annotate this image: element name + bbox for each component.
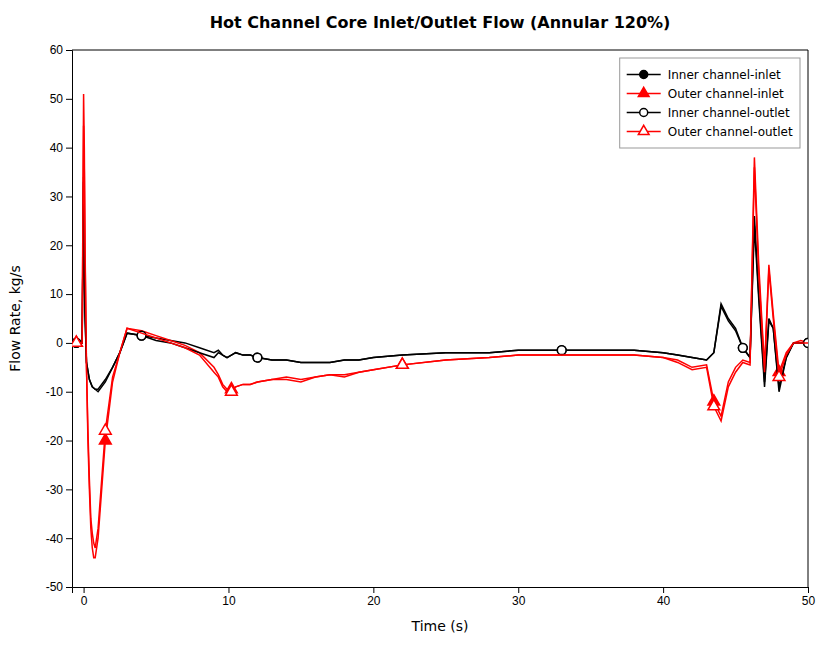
tick-label: 30 xyxy=(512,594,526,608)
tick-mark xyxy=(66,148,72,149)
tick: 50 xyxy=(50,92,72,106)
marker xyxy=(72,336,82,346)
legend-label: Outer channel-inlet xyxy=(668,87,784,101)
legend-item: Inner channel-outlet xyxy=(627,106,790,120)
tick-mark xyxy=(66,245,72,246)
tick-label: 30 xyxy=(50,190,64,204)
tick: 30 xyxy=(50,190,72,204)
tick: -30 xyxy=(46,483,72,497)
tick-label: 0 xyxy=(56,336,63,350)
axis-line xyxy=(73,588,809,594)
marker xyxy=(708,400,720,410)
tick-mark xyxy=(66,392,72,393)
tick: 10 xyxy=(222,587,236,608)
tick: 50 xyxy=(802,587,816,608)
tick: 40 xyxy=(50,141,72,155)
tick-mark xyxy=(228,587,229,593)
legend: Inner channel-inlet Outer channel-inlet In… xyxy=(620,58,800,148)
tick-mark xyxy=(518,587,519,593)
data-layer xyxy=(72,94,808,558)
tick-label: 0 xyxy=(81,594,88,608)
tick-label: -30 xyxy=(46,483,64,497)
series-line xyxy=(76,126,808,548)
tick-mark xyxy=(66,587,72,588)
tick: -20 xyxy=(46,434,72,448)
tick-label: -10 xyxy=(46,385,64,399)
y-axis: -50 -40 -30 -20 -10 0 10 20 30 40 50 60 xyxy=(46,43,73,594)
title: Hot Channel Core Inlet/Outlet Flow (Annu… xyxy=(210,13,671,32)
tick: 20 xyxy=(50,239,72,253)
tick-mark xyxy=(66,538,72,539)
tick: 0 xyxy=(56,336,72,350)
tick-mark xyxy=(663,587,664,593)
tick-mark xyxy=(66,294,72,295)
x-axis-title: Time (s) xyxy=(411,618,469,634)
legend-marker xyxy=(638,87,649,96)
tick: 20 xyxy=(367,587,381,608)
marker xyxy=(253,353,262,362)
x-axis: 0 10 20 30 40 50 xyxy=(73,587,816,608)
tick-mark xyxy=(84,587,85,593)
marker xyxy=(253,353,262,362)
tick: 40 xyxy=(657,587,671,608)
marker xyxy=(225,385,237,395)
legend-label: Inner channel-inlet xyxy=(668,68,781,82)
marker xyxy=(738,343,747,352)
legend-label: Inner channel-outlet xyxy=(668,106,790,120)
tick-label: 60 xyxy=(50,43,64,57)
chart: 0 10 20 30 40 50 -50 -40 -30 -20 -10 0 10 20 30 40 50 60 I… xyxy=(0,0,832,647)
tick-label: 50 xyxy=(50,92,64,106)
tick: 60 xyxy=(50,43,72,57)
tick-label: -20 xyxy=(46,434,64,448)
series-line xyxy=(76,94,808,558)
tick: -40 xyxy=(46,532,72,546)
tick-mark xyxy=(66,99,72,100)
tick: 30 xyxy=(512,587,526,608)
frame-line xyxy=(808,50,809,587)
marker xyxy=(72,336,82,346)
legend-marker xyxy=(640,109,648,117)
tick-label: 10 xyxy=(222,594,236,608)
legend-item: Outer channel-inlet xyxy=(627,87,784,101)
tick-label: -40 xyxy=(46,532,64,546)
tick-label: 40 xyxy=(50,141,64,155)
plot: 0 10 20 30 40 50 -50 -40 -30 -20 -10 0 10 20 30 40 50 60 I… xyxy=(46,43,816,607)
tick-mark xyxy=(66,196,72,197)
tick-mark xyxy=(373,587,374,593)
tick-label: 20 xyxy=(50,239,64,253)
marker xyxy=(396,358,408,368)
legend-item: Outer channel-outlet xyxy=(627,125,793,139)
series-line xyxy=(76,177,808,392)
tick-label: 20 xyxy=(367,594,381,608)
marker xyxy=(773,370,785,380)
tick-label: -50 xyxy=(46,580,64,594)
marker xyxy=(557,346,566,355)
marker xyxy=(557,346,566,355)
y-axis-title: Flow Rate, kg/s xyxy=(7,265,23,371)
tick-mark xyxy=(66,343,72,344)
tick-mark xyxy=(66,50,72,51)
tick-mark xyxy=(66,441,72,442)
tick: -10 xyxy=(46,385,72,399)
tick-label: 40 xyxy=(657,594,671,608)
axis-line xyxy=(66,51,73,588)
legend-marker xyxy=(640,71,648,79)
tick: -50 xyxy=(46,580,72,594)
legend-label: Outer channel-outlet xyxy=(668,125,793,139)
tick-mark xyxy=(808,587,809,593)
tick: 0 xyxy=(81,587,88,608)
tick-mark xyxy=(66,489,72,490)
legend-box xyxy=(620,58,800,148)
marker xyxy=(99,424,111,434)
marker xyxy=(396,358,408,368)
marker xyxy=(738,343,747,352)
legend-marker xyxy=(638,125,649,134)
tick-label: 50 xyxy=(802,594,816,608)
frame-line xyxy=(72,50,808,51)
tick: 10 xyxy=(50,287,72,301)
tick-label: 10 xyxy=(50,287,64,301)
legend-item: Inner channel-inlet xyxy=(627,68,781,82)
